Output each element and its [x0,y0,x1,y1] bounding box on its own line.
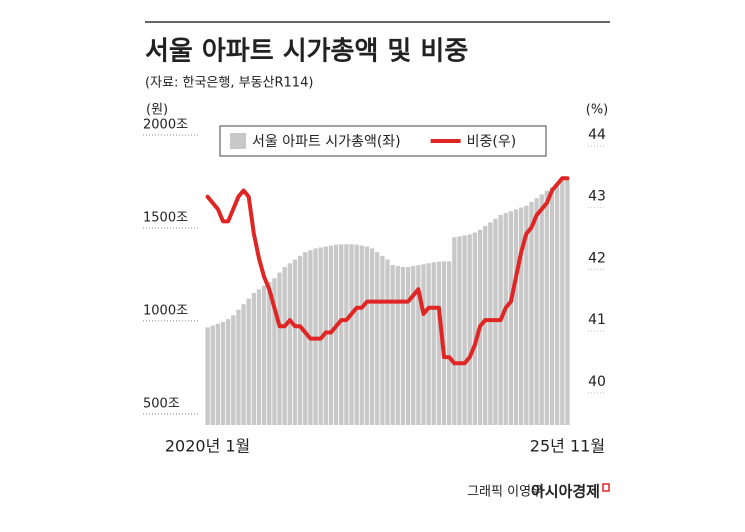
bar [421,264,426,425]
y2-tick-label: 42 [588,250,606,266]
bar [488,222,493,425]
bar [472,232,478,425]
y2-axis-label: (%) [586,103,609,118]
bar [544,190,550,425]
bar [447,261,452,425]
y-tick-label: 500조 [143,396,180,411]
bar [385,259,390,425]
bar [416,265,421,425]
bar [405,266,411,425]
bar [467,234,472,425]
line [205,176,570,366]
bar [303,252,308,425]
bar [539,194,544,425]
brand-mark [602,483,610,492]
bar [328,245,334,425]
bar [529,201,534,425]
x-tick-label: 2020년 1월 [165,437,250,456]
bar [431,262,436,425]
bar [462,235,467,425]
bar [287,263,292,425]
bar [483,226,488,425]
bar [323,246,328,425]
bar [267,281,272,425]
bar [225,319,231,425]
bar [277,272,282,425]
bar [220,321,226,425]
bar [513,209,519,425]
legend-label: 비중(우) [467,134,517,150]
y2-tick-label: 40 [588,374,606,390]
bar [354,244,359,425]
y-tick-label: 1500조 [143,210,188,225]
bar [256,289,262,425]
bar [395,266,400,425]
credit: 그래픽 이영우 [467,485,543,500]
y-tick-label: 2000조 [143,118,188,133]
bar [534,198,539,425]
bar [560,180,565,425]
bar [210,325,215,425]
bar [246,298,251,425]
chart-title: 서울 아파트 시가총액 및 비중 [145,37,468,67]
bar [333,244,339,425]
bar [205,327,210,425]
bar [508,211,514,425]
bar [503,213,508,425]
bar [261,285,267,425]
bar [241,304,246,425]
bar [339,244,344,425]
y2-tick-label: 41 [588,312,606,328]
legend-label: 서울 아파트 시가총액(좌) [252,134,401,150]
y-axis-label: (원) [146,103,168,118]
bar [519,207,524,425]
bar [292,259,298,425]
bar [457,236,462,425]
bar [282,266,287,425]
bar [452,237,457,425]
legend-swatch [230,133,246,149]
bar [524,205,529,425]
bar [272,278,277,425]
bar [390,265,395,425]
bar [554,183,560,425]
bar [436,261,442,425]
bar [565,178,570,425]
bar [297,255,303,425]
bar [251,293,256,425]
bar [426,263,431,425]
x-tick-label: 25년 11월 [530,437,605,456]
y2-tick-label: 43 [588,189,606,205]
bar [411,266,416,425]
bar [380,255,385,425]
bar [364,246,370,425]
y2-tick-label: 44 [588,127,606,143]
bar [236,309,241,425]
y-tick-label: 1000조 [143,303,188,318]
bar [349,244,354,425]
bar [215,323,221,425]
chart-subtitle: (자료: 한국은행, 부동산R114) [145,75,313,91]
bar [369,248,375,425]
bar [359,245,364,425]
bar [231,315,236,425]
bar [375,252,380,425]
bar [344,244,349,425]
bar [400,266,406,425]
legend-box [219,125,547,157]
bar [549,187,555,425]
brand: 아시아경제 [531,483,600,501]
